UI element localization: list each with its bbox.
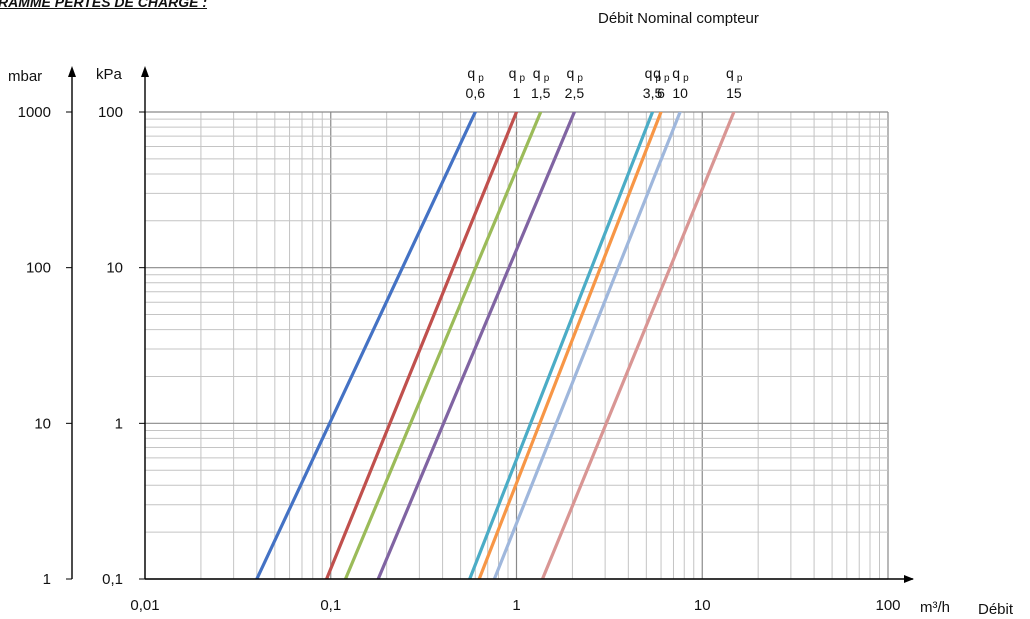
series-label-q: q <box>653 65 661 81</box>
y-unit-kpa: kPa <box>96 66 123 83</box>
page-title: RAMME PERTES DE CHARGE : <box>0 0 207 10</box>
series-label-q: q <box>533 65 541 81</box>
y-tick-label-mbar: 10 <box>34 415 51 432</box>
series-label-sub: p <box>520 73 526 84</box>
x-tick-label: 100 <box>875 597 900 614</box>
x-unit: m³/h <box>920 599 950 616</box>
y-tick-label-kpa: 100 <box>98 104 123 121</box>
series-label-6: q p6 <box>653 65 670 101</box>
series-label-1: q p0,6 <box>466 65 486 101</box>
series-label-q: q <box>645 65 653 81</box>
y-axis-mbar-arrow <box>68 66 76 77</box>
series-label-value: 3,5 <box>643 85 663 101</box>
series-label-q: q <box>672 65 680 81</box>
series-label-4: q p2,5 <box>565 65 585 101</box>
series-label-8: q p15 <box>726 65 743 101</box>
grid <box>144 111 889 580</box>
series-line-2 <box>325 112 519 579</box>
series-label-sub: p <box>656 73 662 84</box>
series-line-3 <box>343 112 543 579</box>
y-tick-label-mbar: 100 <box>26 260 51 277</box>
series-label-value: 0,6 <box>466 85 486 101</box>
y-tick-label-kpa: 10 <box>106 260 123 277</box>
series-label-q: q <box>567 65 575 81</box>
series-label-value: 10 <box>672 85 688 101</box>
series-line-4 <box>376 112 577 579</box>
x-tick-label: 0,1 <box>320 597 341 614</box>
x-tick-label: 10 <box>694 597 711 614</box>
series-label-value: 2,5 <box>565 85 585 101</box>
y-tick-label-kpa: 0,1 <box>102 571 123 588</box>
series-line-5 <box>468 112 655 579</box>
y-axis-kpa-arrow <box>141 66 149 77</box>
series-label-value: 15 <box>726 85 742 101</box>
x-axis-arrow <box>904 575 914 583</box>
series-line-6 <box>477 112 663 579</box>
series-label-value: 1,5 <box>531 85 551 101</box>
series-label-3: q p1,5 <box>531 65 551 101</box>
series-label-sub: p <box>544 73 550 84</box>
series-line-7 <box>492 112 682 579</box>
series-label-sub: p <box>683 73 689 84</box>
x-tick-label: 0,01 <box>130 597 159 614</box>
y-tick-label-mbar: 1 <box>43 571 51 588</box>
y-unit-mbar: mbar <box>8 68 42 85</box>
series-label-q: q <box>467 65 475 81</box>
series-label-q: q <box>509 65 517 81</box>
series-label-sub: p <box>478 73 484 84</box>
y-tick-label-kpa: 1 <box>115 415 123 432</box>
x-axis-label: Débit <box>978 601 1014 618</box>
series-label-sub: p <box>737 73 743 84</box>
chart-subtitle: Débit Nominal compteur <box>598 10 759 27</box>
series-label-value: 1 <box>513 85 521 101</box>
y-tick-label-mbar: 1000 <box>18 104 51 121</box>
series-label-sub: p <box>664 73 670 84</box>
series-label-value: 6 <box>657 85 665 101</box>
series-line-1 <box>255 112 477 579</box>
x-tick-label: 1 <box>512 597 520 614</box>
series-label-q: q <box>726 65 734 81</box>
series-label-2: q p1 <box>509 65 526 101</box>
series-label-sub: p <box>577 73 583 84</box>
series-line-8 <box>540 112 736 579</box>
series-lines <box>255 112 736 579</box>
series-label-7: q p10 <box>672 65 689 101</box>
series-label-5: q p3,5 <box>643 65 663 101</box>
